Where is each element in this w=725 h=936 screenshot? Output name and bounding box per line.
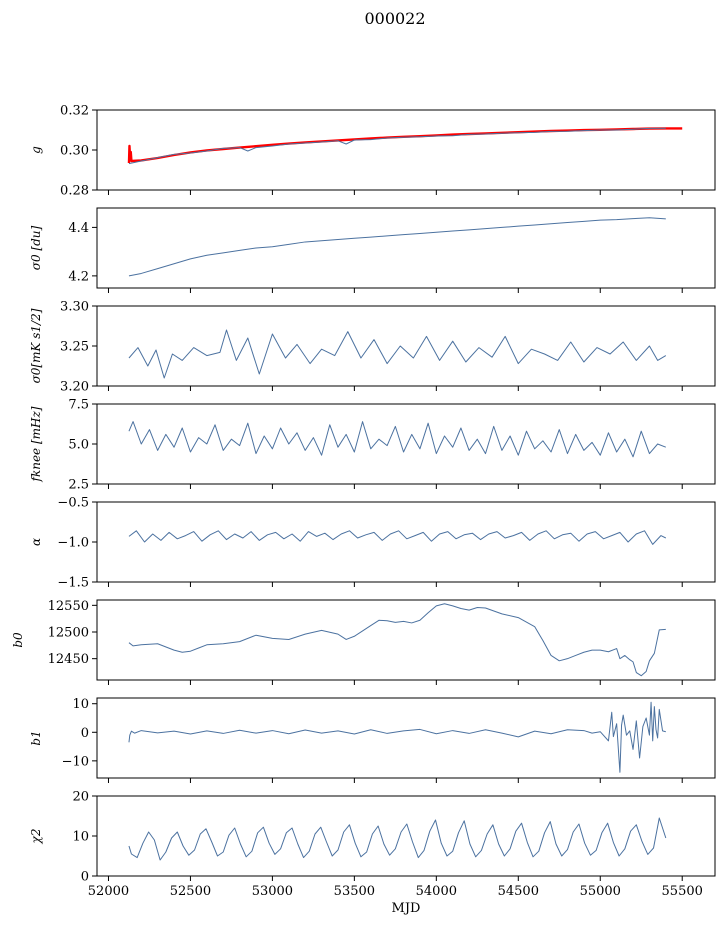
y-tick-label: 10 bbox=[72, 830, 89, 845]
y-tick-label: 0.30 bbox=[60, 144, 89, 159]
y-tick-label: 20 bbox=[72, 790, 89, 805]
y-tick-label: 0 bbox=[81, 726, 89, 741]
y-axis-label: α bbox=[29, 538, 43, 546]
x-tick-label: 52500 bbox=[170, 884, 211, 899]
y-tick-label: 10 bbox=[72, 697, 89, 712]
x-tick-label: 54500 bbox=[498, 884, 539, 899]
y-tick-label: 0 bbox=[81, 870, 89, 885]
y-tick-label: −1.5 bbox=[57, 576, 89, 591]
y-tick-label: 0.32 bbox=[60, 104, 89, 119]
y-axis-label: χ2 bbox=[29, 829, 43, 845]
axes-frame bbox=[96, 109, 716, 191]
y-axis-label: σ0 [du] bbox=[29, 225, 43, 270]
panel-6: 12450 12500 12550 b0 bbox=[11, 599, 716, 685]
series-line-1-2 bbox=[128, 127, 666, 165]
series-line-1-1 bbox=[127, 127, 683, 164]
series-line-4-1 bbox=[128, 421, 667, 458]
y-tick-label: 3.25 bbox=[60, 340, 89, 355]
y-tick-label: 5.0 bbox=[68, 438, 89, 453]
panels: 0.28 0.30 0.32 g 4.2 4.4 σ0 [du] 3.20 3.25 3.30 σ0… bbox=[11, 104, 716, 916]
y-axis-label: b1 bbox=[29, 730, 43, 745]
x-axis-label: MJD bbox=[392, 901, 421, 916]
series-line-3-1 bbox=[128, 329, 667, 379]
x-tick-label: 55000 bbox=[580, 884, 621, 899]
axes-frame bbox=[96, 501, 716, 583]
axes-frame bbox=[96, 305, 716, 387]
x-tick-label: 52000 bbox=[88, 884, 129, 899]
x-tick-label: 53000 bbox=[252, 884, 293, 899]
panel-7: −10 0 10 b1 bbox=[29, 697, 716, 783]
y-axis-label: σ0[mK s1/2] bbox=[29, 308, 43, 383]
panel-5: −1.5 −1.0 −0.5 α bbox=[29, 496, 716, 591]
axes-frame bbox=[96, 795, 716, 877]
y-axis-label: g bbox=[29, 146, 43, 154]
panel-3: 3.20 3.25 3.30 σ0[mK s1/2] bbox=[29, 300, 716, 395]
panel-2: 4.2 4.4 σ0 [du] bbox=[29, 207, 716, 293]
y-axis-label: b0 bbox=[11, 632, 25, 648]
y-tick-label: 3.20 bbox=[60, 380, 89, 395]
x-tick-label: 53500 bbox=[334, 884, 375, 899]
y-tick-label: 12450 bbox=[48, 652, 89, 667]
y-tick-label: 0.28 bbox=[60, 184, 89, 199]
y-tick-label: 7.5 bbox=[68, 398, 89, 413]
series-line-6-1 bbox=[128, 603, 666, 677]
y-tick-label: 3.30 bbox=[60, 300, 89, 315]
y-tick-label: 2.5 bbox=[68, 478, 89, 493]
axes-frame bbox=[96, 207, 716, 289]
axes-frame bbox=[96, 599, 716, 681]
y-tick-label: 4.2 bbox=[68, 269, 89, 284]
y-axis-label: fknee [mHz] bbox=[29, 406, 43, 482]
series-line-5-1 bbox=[128, 530, 667, 545]
x-tick-label: 54000 bbox=[416, 884, 457, 899]
y-tick-label: −10 bbox=[62, 754, 89, 769]
series-line-2-1 bbox=[128, 217, 666, 277]
y-tick-label: 12500 bbox=[48, 626, 89, 641]
y-tick-label: 4.4 bbox=[68, 221, 89, 236]
y-tick-label: −1.0 bbox=[57, 536, 89, 551]
series-line-8-1 bbox=[128, 817, 667, 861]
panel-8: 0 10 20 52000 52500 53000 53500 54000 54500 55000… bbox=[29, 790, 716, 916]
series-line-7-1 bbox=[128, 701, 666, 773]
panel-4: 2.5 5.0 7.5 fknee [mHz] bbox=[29, 398, 716, 493]
x-tick-label: 55500 bbox=[662, 884, 703, 899]
panel-1: 0.28 0.30 0.32 g bbox=[29, 104, 716, 199]
y-tick-label: −0.5 bbox=[57, 496, 89, 511]
y-tick-label: 12550 bbox=[48, 599, 89, 614]
axes-frame bbox=[96, 697, 716, 779]
figure-title: 000022 bbox=[364, 9, 425, 28]
